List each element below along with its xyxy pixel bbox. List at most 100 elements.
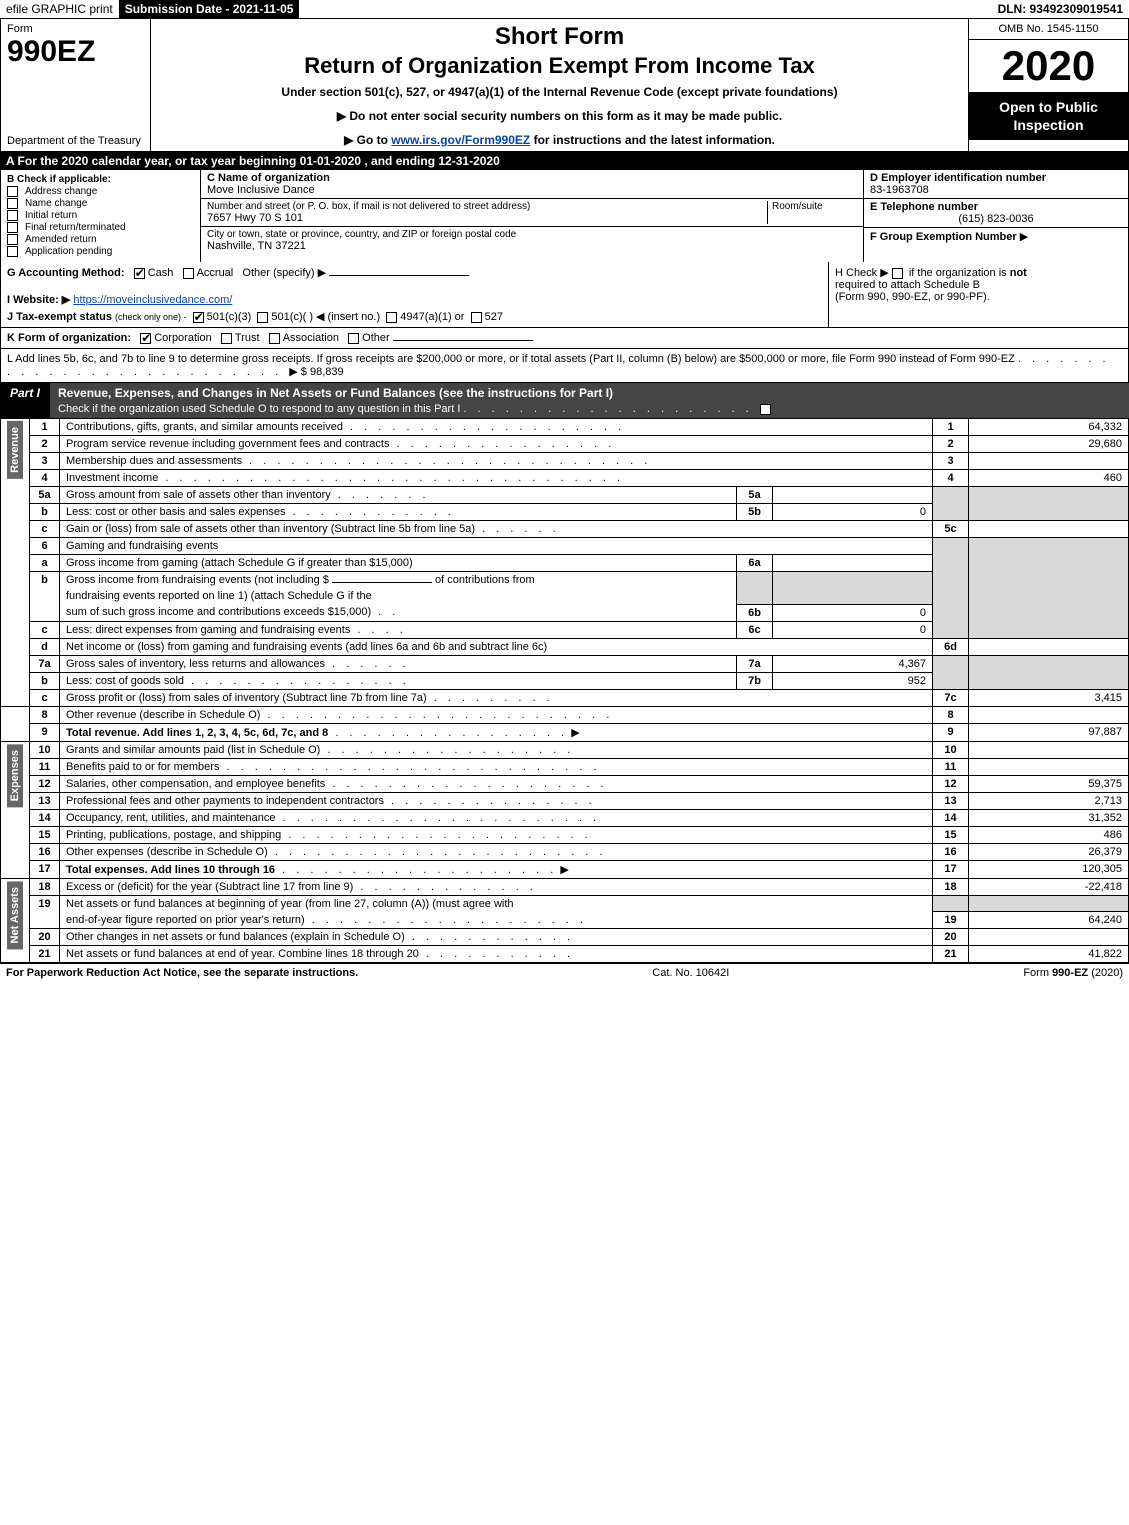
line-4-amount: 460	[969, 470, 1129, 487]
line-16-amount: 26,379	[969, 843, 1129, 860]
line-4-rn: 4	[933, 470, 969, 487]
line-1-rn: 1	[933, 419, 969, 436]
4947a1-checkbox[interactable]	[386, 312, 397, 323]
form-of-org-label: K Form of organization:	[7, 332, 131, 344]
line-3-amount	[969, 453, 1129, 470]
address-change-checkbox[interactable]	[7, 186, 18, 197]
line-9-num: 9	[30, 723, 60, 741]
line-6c-desc: Less: direct expenses from gaming and fu…	[66, 624, 350, 636]
line-17-amount: 120,305	[969, 860, 1129, 878]
street-address: 7657 Hwy 70 S 101	[207, 212, 767, 224]
line-13-row: 13 Professional fees and other payments …	[1, 792, 1129, 809]
other-org-blank[interactable]	[393, 340, 533, 341]
line-7a-num: 7a	[30, 655, 60, 672]
other-method-blank[interactable]	[329, 275, 469, 276]
accounting-method-label: G Accounting Method:	[7, 267, 125, 279]
4947a1-label: 4947(a)(1) or	[400, 311, 464, 323]
trust-checkbox[interactable]	[221, 333, 232, 344]
corporation-checkbox[interactable]	[140, 333, 151, 344]
initial-return-checkbox[interactable]	[7, 210, 18, 221]
line-6b-blank[interactable]	[332, 582, 432, 583]
line-12-num: 12	[30, 775, 60, 792]
ein-value: 83-1963708	[870, 184, 1122, 196]
top-bar: efile GRAPHIC print Submission Date - 20…	[0, 0, 1129, 19]
city-label: City or town, state or province, country…	[207, 229, 857, 240]
city-state-zip: Nashville, TN 37221	[207, 240, 857, 252]
line-7c-amount: 3,415	[969, 689, 1129, 706]
grey-6b-amt	[773, 572, 933, 605]
accrual-checkbox[interactable]	[183, 268, 194, 279]
line-18-desc: Excess or (deficit) for the year (Subtra…	[66, 881, 353, 893]
net-assets-side-tab: Net Assets	[7, 881, 23, 949]
website-link[interactable]: https://moveinclusivedance.com/	[73, 294, 232, 306]
name-change-checkbox[interactable]	[7, 198, 18, 209]
website-label: I Website: ▶	[7, 294, 70, 306]
amended-return-label: Amended return	[25, 234, 97, 245]
phone-value: (615) 823-0036	[870, 213, 1122, 225]
line-12-desc: Salaries, other compensation, and employ…	[66, 778, 325, 790]
name-change-label: Name change	[25, 198, 87, 209]
line-12-row: 12 Salaries, other compensation, and emp…	[1, 775, 1129, 792]
line-6-num: 6	[30, 538, 60, 555]
under-section-text: Under section 501(c), 527, or 4947(a)(1)…	[159, 85, 960, 99]
line-11-rn: 11	[933, 758, 969, 775]
527-checkbox[interactable]	[471, 312, 482, 323]
line-2-rn: 2	[933, 436, 969, 453]
tax-year: 2020	[969, 40, 1128, 92]
amended-return-checkbox[interactable]	[7, 234, 18, 245]
line-18-amount: -22,418	[969, 878, 1129, 895]
section-c: C Name of organization Move Inclusive Da…	[201, 170, 863, 262]
line-5a-num: 5a	[30, 487, 60, 504]
schedule-o-checkbox[interactable]	[760, 404, 771, 415]
line-7c-num: c	[30, 689, 60, 706]
line-7b-num: b	[30, 672, 60, 689]
initial-return-label: Initial return	[25, 210, 77, 221]
line-5b-subamount: 0	[773, 504, 933, 521]
treasury-dept: Department of the Treasury	[7, 135, 144, 147]
application-pending-checkbox[interactable]	[7, 246, 18, 257]
gh-block: G Accounting Method: Cash Accrual Other …	[0, 262, 1129, 328]
association-checkbox[interactable]	[269, 333, 280, 344]
grey-amt-19	[969, 895, 1129, 912]
line-6a-num: a	[30, 555, 60, 572]
irs-link[interactable]: www.irs.gov/Form990EZ	[391, 133, 530, 147]
line-8-desc: Other revenue (describe in Schedule O)	[66, 709, 260, 721]
line-7a-desc: Gross sales of inventory, less returns a…	[66, 658, 325, 670]
line-3-desc: Membership dues and assessments	[66, 455, 242, 467]
line-7a-subamount: 4,367	[773, 655, 933, 672]
address-row: Number and street (or P. O. box, if mail…	[201, 199, 863, 227]
line-8-num: 8	[30, 706, 60, 723]
line-5a-row: 5a Gross amount from sale of assets othe…	[1, 487, 1129, 504]
form-ref-b: 990-EZ	[1052, 967, 1088, 979]
other-org-checkbox[interactable]	[348, 333, 359, 344]
final-return-checkbox[interactable]	[7, 222, 18, 233]
501c-checkbox[interactable]	[257, 312, 268, 323]
phone-label: E Telephone number	[870, 201, 1122, 213]
goto-prefix: ▶ Go to	[344, 133, 391, 147]
line-19-amount: 64,240	[969, 912, 1129, 929]
line-10-amount	[969, 741, 1129, 758]
line-5c-row: c Gain or (loss) from sale of assets oth…	[1, 521, 1129, 538]
cash-checkbox[interactable]	[134, 268, 145, 279]
section-k: K Form of organization: Corporation Trus…	[0, 328, 1129, 349]
final-return-label: Final return/terminated	[25, 222, 126, 233]
grey-cell-19	[933, 895, 969, 912]
open-to-public-l2: Inspection	[973, 116, 1124, 134]
line-17-rn: 17	[933, 860, 969, 878]
line-18-num: 18	[30, 878, 60, 895]
schedule-b-not-required-checkbox[interactable]	[892, 268, 903, 279]
501c3-checkbox[interactable]	[193, 312, 204, 323]
line-12-amount: 59,375	[969, 775, 1129, 792]
line-4-desc: Investment income	[66, 472, 158, 484]
line-5c-desc: Gain or (loss) from sale of assets other…	[66, 523, 475, 535]
return-title: Return of Organization Exempt From Incom…	[159, 53, 960, 79]
line-15-row: 15 Printing, publications, postage, and …	[1, 826, 1129, 843]
line-6b-desc2: fundraising events reported on line 1) (…	[60, 588, 737, 604]
line-19-rn: 19	[933, 912, 969, 929]
revenue-side-tab: Revenue	[7, 421, 23, 479]
period-row: A For the 2020 calendar year, or tax yea…	[0, 152, 1129, 170]
grey-cell-5	[933, 487, 969, 521]
line-7b-subamount: 952	[773, 672, 933, 689]
line-11-desc: Benefits paid to or for members	[66, 761, 219, 773]
line-20-rn: 20	[933, 929, 969, 946]
